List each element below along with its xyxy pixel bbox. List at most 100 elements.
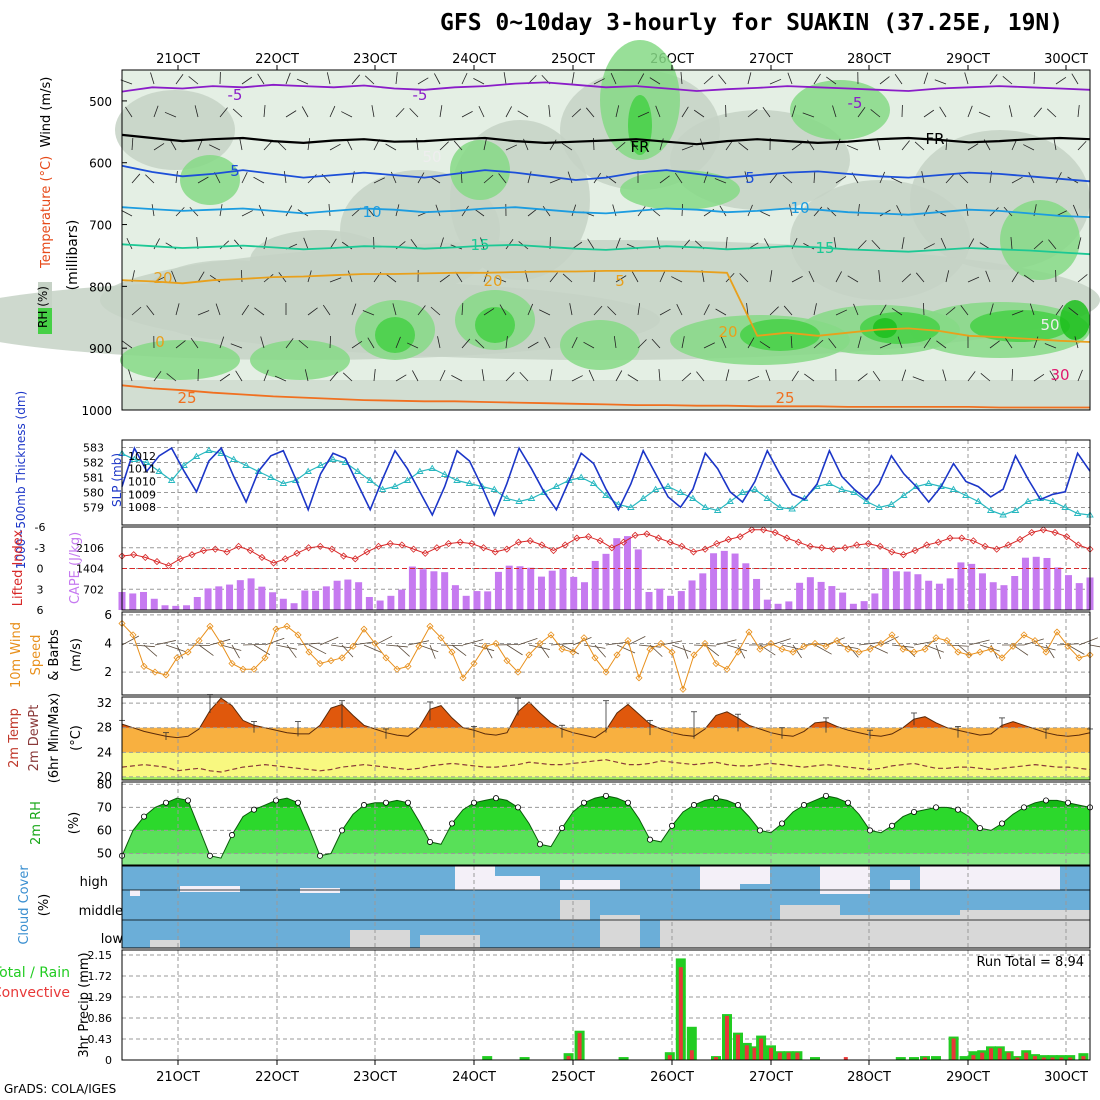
wind-barb-61 [792, 644, 802, 659]
pressure-tick-label-2: 700 [89, 219, 112, 233]
cloud-region-6 [700, 866, 740, 890]
wind-barb-10 [231, 644, 240, 659]
cape-bar-33 [473, 591, 481, 610]
upper-wind-barb [544, 337, 551, 349]
wind-point-51 [679, 685, 687, 693]
rh-near-surface [122, 380, 1090, 410]
thickness-point-11 [254, 467, 263, 474]
wind-point-80 [998, 654, 1006, 662]
li-point-42 [608, 544, 616, 552]
wind-point-40 [558, 645, 566, 653]
cape-bar-12 [247, 578, 255, 610]
upper-wind-barb [549, 369, 553, 382]
isotherm-label-9: 15 [470, 236, 489, 254]
upper-wind-barb [615, 105, 620, 118]
rh2m-point-58 [757, 827, 764, 834]
wind-barb-28 [429, 644, 436, 659]
li-tick-4: 6 [37, 604, 44, 617]
upper-wind-barb [901, 237, 905, 250]
wind-barb-87 [1078, 637, 1099, 646]
wind-barb-52 [693, 644, 716, 647]
upper-wind-barb [274, 375, 287, 382]
bottom-date-label-0: 21OCT [156, 1070, 200, 1085]
wind-barb-14 [275, 644, 298, 650]
wind-barb-36 [517, 638, 538, 646]
upper-wind-barb [1055, 76, 1067, 85]
wind-point-76 [954, 648, 962, 656]
upper-wind-barb [671, 276, 683, 283]
cape-bar-35 [494, 571, 502, 610]
upper-wind-barb [439, 141, 449, 151]
li-point-55 [759, 526, 768, 534]
li-point-16 [305, 544, 313, 552]
li-point-21 [363, 548, 371, 556]
upper-wind-barb [1033, 107, 1043, 118]
wind-speed-line [121, 623, 1091, 692]
wind-temp-axis-label-part-0: Temperature (°C) [39, 156, 54, 269]
upper-wind-barb [483, 138, 487, 151]
wind-point-52 [690, 651, 698, 659]
cloud-region-2 [300, 888, 340, 893]
upper-wind-barb [298, 339, 309, 349]
upper-wind-barb [787, 72, 793, 85]
top-date-label-1: 22OCT [255, 52, 299, 67]
rh-region-25 [375, 317, 415, 353]
cape-tick-0: 2106 [76, 542, 104, 555]
top-date-label-0: 21OCT [156, 52, 200, 67]
li-point-11 [246, 546, 254, 555]
rh-legend-swatch-light [38, 282, 52, 308]
li-point-45 [643, 530, 651, 538]
upper-wind-barb [171, 270, 177, 283]
cape-bar-45 [602, 553, 610, 610]
wind-barb-67 [858, 641, 881, 646]
isotherm-label-3: FR [630, 138, 649, 156]
wind-barb-5 [176, 644, 184, 659]
upper-wind-barb [857, 107, 866, 118]
li-point-60 [818, 544, 826, 552]
precip-conv-bar-12 [752, 1047, 757, 1060]
thickness-point-15 [304, 467, 312, 474]
li-point-5 [176, 555, 184, 563]
temp-band-yellow [122, 752, 1090, 777]
rh2m-point-32 [470, 799, 477, 806]
upper-wind-barb [637, 73, 645, 85]
wind-point-53 [701, 639, 709, 648]
upper-wind-barb [364, 75, 375, 85]
wind-barb-50 [671, 644, 692, 653]
rh2m-label-a: 2m RH [29, 801, 44, 845]
precip-conv-bar-32 [1024, 1052, 1029, 1060]
upper-wind-barb [1010, 237, 1013, 250]
upper-wind-barb [1033, 71, 1036, 85]
upper-wind-barb [659, 175, 670, 184]
cape-bar-8 [204, 588, 212, 610]
upper-wind-barb [175, 171, 178, 184]
top-date-label-8: 29OCT [946, 52, 990, 67]
upper-wind-barb [651, 338, 661, 349]
thickness-point-59 [850, 488, 858, 495]
li-tick-2: 0 [37, 563, 44, 576]
li-frame [121, 526, 1091, 611]
upper-wind-barb [765, 369, 771, 382]
thickness-line [121, 449, 1091, 516]
li-point-37 [549, 546, 558, 555]
upper-wind-barb [146, 305, 155, 316]
upper-wind-barb [145, 174, 155, 184]
wind-barb-21 [352, 641, 375, 646]
upper-wind-barb [879, 76, 890, 85]
upper-wind-barb [637, 303, 641, 316]
li-tick-1: -3 [35, 542, 46, 555]
thickness-point-71 [999, 511, 1007, 518]
wind-point-29 [437, 634, 445, 642]
upper-wind-barb [725, 237, 728, 250]
cape-bar-62 [785, 601, 793, 610]
cape-bar-42 [570, 576, 578, 610]
upper-wind-barb [241, 172, 248, 184]
rh2m-point-48 [647, 836, 654, 843]
cloud-region-20 [960, 910, 1090, 948]
cape-bar-48 [634, 549, 642, 610]
isotherm-label-19: 50 [422, 148, 441, 166]
upper-wind-barb [461, 72, 468, 85]
li-point-6 [188, 551, 196, 559]
isotherm-label-8: 10 [790, 199, 809, 217]
